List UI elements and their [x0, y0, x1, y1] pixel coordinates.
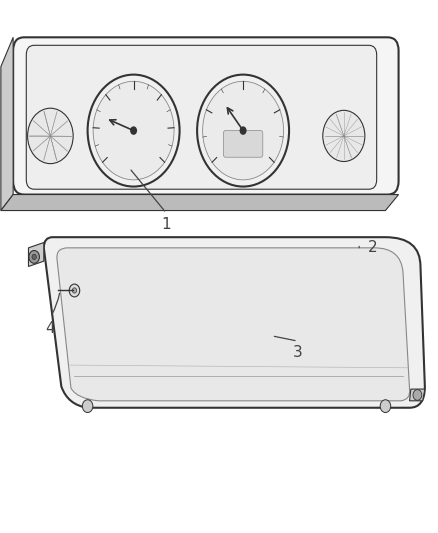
PathPatch shape: [1, 195, 399, 211]
Circle shape: [72, 288, 77, 293]
PathPatch shape: [28, 243, 44, 266]
Circle shape: [323, 110, 365, 161]
Circle shape: [32, 254, 36, 260]
Circle shape: [93, 82, 174, 180]
FancyBboxPatch shape: [223, 131, 263, 157]
Circle shape: [88, 75, 180, 187]
Text: 2: 2: [368, 240, 378, 255]
Circle shape: [203, 82, 283, 180]
Circle shape: [69, 284, 80, 297]
PathPatch shape: [1, 37, 13, 211]
Text: 4: 4: [46, 321, 55, 336]
Circle shape: [28, 108, 73, 164]
PathPatch shape: [44, 237, 425, 408]
Circle shape: [130, 126, 137, 135]
Circle shape: [197, 75, 289, 187]
Text: 3: 3: [293, 345, 303, 360]
PathPatch shape: [57, 248, 410, 401]
PathPatch shape: [26, 45, 377, 189]
Circle shape: [82, 400, 93, 413]
Text: 1: 1: [162, 217, 171, 232]
PathPatch shape: [13, 37, 399, 195]
Circle shape: [380, 400, 391, 413]
Circle shape: [240, 126, 247, 135]
Circle shape: [29, 251, 39, 263]
Circle shape: [413, 390, 422, 400]
PathPatch shape: [410, 389, 425, 401]
